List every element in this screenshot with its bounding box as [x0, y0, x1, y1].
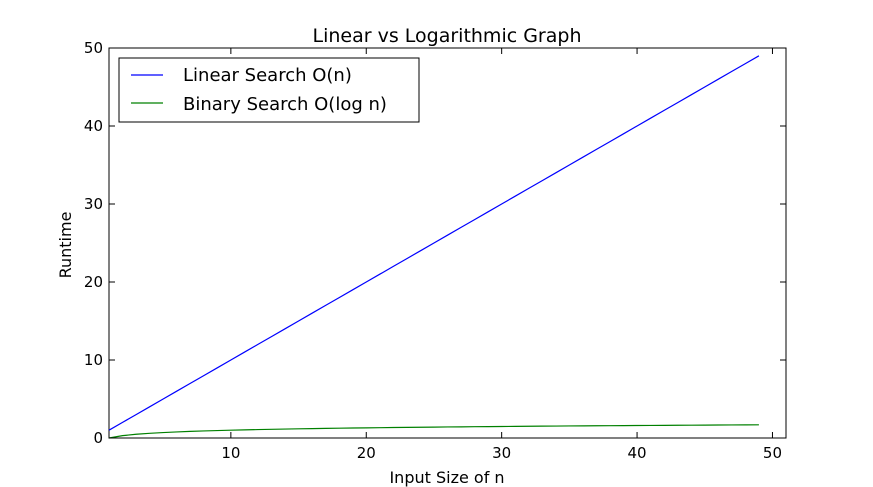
x-tick-label: 50	[763, 444, 782, 462]
series-line-linear-search-o-n	[108, 55, 760, 431]
y-axis-label: Runtime	[56, 212, 75, 279]
plot-area: 10 20 30 40 50 0 10 20 30 40 50	[84, 39, 787, 462]
y-tick-label: 10	[84, 351, 103, 369]
legend-label-linear: Linear Search O(n)	[183, 65, 352, 86]
x-tick-label: 20	[357, 444, 376, 462]
chart-title: Linear vs Logarithmic Graph	[313, 25, 582, 47]
series-layer	[108, 55, 760, 439]
legend: Linear Search O(n) Binary Search O(log n…	[118, 57, 420, 123]
y-tick-label: 40	[84, 117, 103, 135]
y-tick-label: 0	[93, 429, 103, 447]
y-tick-label: 50	[84, 39, 103, 57]
legend-box	[118, 57, 420, 123]
y-tick-label: 30	[84, 195, 103, 213]
x-axis-label: Input Size of n	[389, 468, 504, 487]
series-line-binary-search-o-log-n	[108, 424, 759, 439]
plot-frame	[108, 47, 787, 439]
x-tick-label: 30	[492, 444, 511, 462]
y-tick-label: 20	[84, 273, 103, 291]
x-tick-label: 40	[628, 444, 647, 462]
legend-label-binary: Binary Search O(log n)	[183, 94, 387, 115]
ticks-layer: 10 20 30 40 50 0 10 20 30 40 50	[84, 39, 786, 462]
x-tick-label: 10	[221, 444, 240, 462]
